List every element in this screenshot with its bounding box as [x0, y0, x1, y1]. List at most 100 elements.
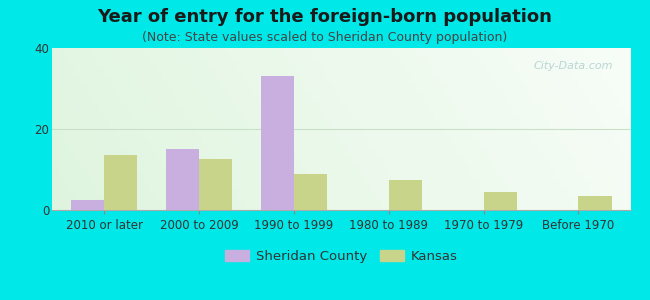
Bar [625, 61, 630, 63]
Bar [376, 160, 382, 161]
Bar [191, 88, 196, 90]
Bar [122, 98, 127, 100]
Bar [330, 202, 335, 203]
Bar [439, 139, 445, 140]
Bar [480, 187, 486, 189]
Bar [428, 173, 434, 174]
Bar [266, 119, 272, 121]
Bar [86, 157, 92, 158]
Bar [463, 176, 469, 178]
Bar [359, 166, 365, 168]
Bar [324, 80, 330, 82]
Bar [156, 121, 162, 122]
Bar [463, 71, 469, 72]
Bar [260, 129, 266, 130]
Bar [220, 118, 226, 119]
Bar [139, 56, 144, 58]
Bar [549, 194, 555, 195]
Bar [526, 168, 532, 170]
Bar [81, 163, 86, 165]
Bar [98, 168, 104, 170]
Bar [313, 186, 318, 187]
Bar [295, 72, 301, 74]
Bar [81, 187, 86, 189]
Bar [411, 126, 417, 127]
Bar [590, 152, 596, 153]
Bar [555, 182, 561, 184]
Bar [549, 182, 555, 184]
Bar [122, 59, 127, 61]
Bar [619, 110, 625, 111]
Bar [463, 124, 469, 126]
Bar [318, 103, 324, 105]
Bar [509, 169, 515, 171]
Bar [590, 166, 596, 168]
Bar [503, 55, 509, 56]
Bar [567, 101, 573, 103]
Bar [445, 168, 451, 170]
Bar [370, 197, 376, 199]
Bar [491, 194, 497, 195]
Bar [625, 187, 630, 189]
Bar [330, 111, 335, 113]
Bar [422, 77, 428, 79]
Bar [249, 58, 255, 59]
Bar [625, 63, 630, 64]
Bar [590, 168, 596, 170]
Bar [411, 192, 417, 194]
Bar [347, 92, 353, 93]
Bar [243, 202, 249, 203]
Bar [104, 134, 110, 136]
Bar [347, 205, 353, 207]
Bar [567, 174, 573, 176]
Bar [590, 139, 596, 140]
Bar [70, 144, 75, 145]
Bar [393, 136, 399, 137]
Bar [607, 195, 613, 197]
Bar [104, 88, 110, 90]
Bar [613, 200, 619, 202]
Bar [376, 202, 382, 203]
Bar [214, 166, 220, 168]
Bar [162, 195, 168, 197]
Bar [451, 190, 457, 192]
Bar [341, 189, 347, 190]
Bar [584, 55, 590, 56]
Bar [249, 137, 255, 139]
Bar [607, 108, 613, 110]
Bar [503, 116, 509, 118]
Bar [243, 55, 249, 56]
Bar [480, 139, 486, 140]
Bar [196, 208, 202, 210]
Bar [231, 74, 237, 76]
Bar [272, 106, 278, 108]
Bar [324, 106, 330, 108]
Bar [260, 126, 266, 127]
Bar [619, 53, 625, 55]
Bar [451, 80, 457, 82]
Bar [92, 202, 98, 203]
Bar [347, 140, 353, 142]
Bar [318, 158, 324, 160]
Bar [110, 208, 116, 210]
Bar [110, 158, 116, 160]
Bar [365, 137, 370, 139]
Bar [549, 153, 555, 155]
Bar [607, 158, 613, 160]
Bar [202, 190, 208, 192]
Bar [174, 87, 179, 88]
Bar [133, 76, 139, 77]
Bar [214, 92, 220, 93]
Bar [301, 160, 307, 161]
Bar [602, 142, 607, 144]
Bar [405, 140, 411, 142]
Bar [596, 84, 602, 85]
Bar [491, 98, 497, 100]
Bar [393, 101, 399, 103]
Bar [521, 97, 526, 98]
Bar [313, 113, 318, 114]
Bar [208, 148, 214, 150]
Bar [613, 79, 619, 80]
Bar [81, 93, 86, 95]
Bar [116, 142, 122, 144]
